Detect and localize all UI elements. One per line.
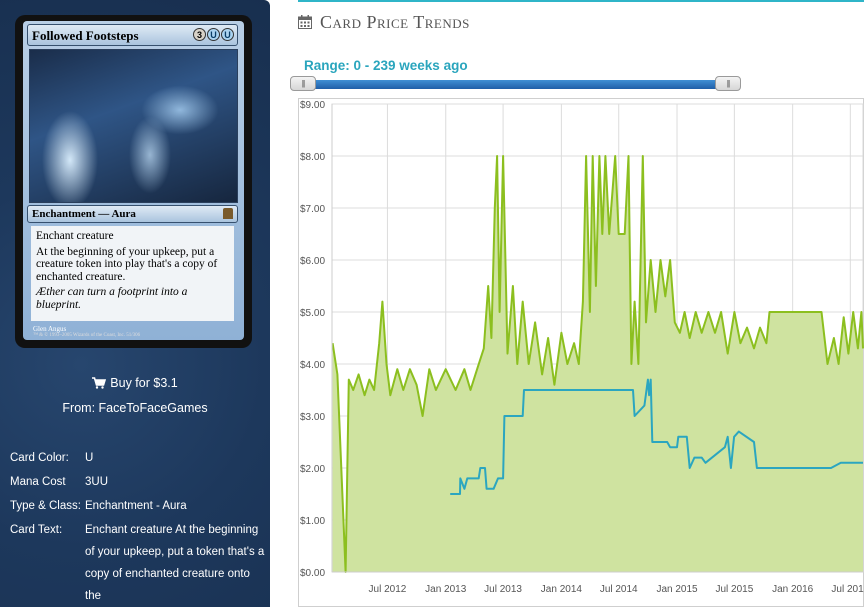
price-chart: $0.00 $1.00 $2.00 $3.00 $4.00 $5.00 $6.00 $7.00…: [298, 98, 864, 607]
x-tick-label: Jan 2016: [772, 584, 814, 595]
card-rules-text: Enchant creature: [36, 230, 114, 242]
mana-symbol-blue: U: [207, 28, 220, 41]
price-chart-svg: $0.00 $1.00 $2.00 $3.00 $4.00 $5.00 $6.00 $7.00…: [300, 100, 864, 595]
top-accent-line: [298, 0, 864, 2]
attribute-row: Card Color: U: [10, 446, 265, 470]
card-flavor-text: Æther can turn a footprint into a bluepr…: [36, 286, 188, 311]
mana-symbol-blue: U: [221, 28, 234, 41]
attribute-value: U: [85, 452, 94, 464]
x-tick-label: Jul 2016: [831, 584, 864, 595]
x-tick-label: Jan 2015: [656, 584, 698, 595]
attribute-value: 3UU: [85, 476, 109, 488]
mana-symbol-generic: 3: [193, 28, 206, 41]
x-tick-label: Jul 2013: [484, 584, 522, 595]
attribute-value: Enchant creature At the beginning of you…: [85, 524, 265, 602]
card-image: Followed Footsteps 3 U U Enchantment — A…: [15, 15, 252, 348]
range-label: Range: 0 - 239 weeks ago: [304, 58, 468, 73]
y-tick-label: $4.00: [300, 360, 325, 371]
page-title: Card Price Trends: [320, 11, 470, 32]
attribute-row: Mana Cost 3UU: [10, 470, 265, 494]
buy-link[interactable]: Buy for $3.1: [0, 374, 270, 392]
y-tick-label: $0.00: [300, 568, 325, 579]
y-tick-label: $7.00: [300, 204, 325, 215]
attribute-key: Mana Cost: [10, 476, 66, 488]
y-tick-label: $3.00: [300, 412, 325, 423]
series-line-green: [331, 155, 864, 573]
x-tick-label: Jan 2014: [541, 584, 583, 595]
y-tick-label: $9.00: [300, 100, 325, 111]
attribute-key: Type & Class:: [10, 500, 81, 512]
mana-cost-symbols: 3 U U: [193, 28, 234, 41]
y-tick-label: $8.00: [300, 152, 325, 163]
card-rules-text-2: At the beginning of your upkeep, put a c…: [36, 245, 218, 283]
card-type-line: Enchantment — Aura: [32, 208, 136, 220]
card-text-box: Enchant creature At the beginning of you…: [31, 226, 234, 321]
section-header: Card Price Trends: [298, 10, 470, 34]
range-slider-track[interactable]: [296, 80, 738, 89]
card-artwork: [29, 49, 238, 203]
attribute-key: Card Color:: [10, 452, 69, 464]
y-tick-label: $6.00: [300, 256, 325, 267]
card-name: Followed Footsteps: [32, 28, 139, 43]
attribute-key: Card Text:: [10, 524, 63, 536]
range-slider-handle-max[interactable]: |||: [715, 76, 741, 91]
card-sidebar: Followed Footsteps 3 U U Enchantment — A…: [0, 0, 270, 607]
y-tick-label: $5.00: [300, 308, 325, 319]
y-tick-label: $2.00: [300, 464, 325, 475]
card-copyright: ™ & © 1993–2005 Wizards of the Coast, In…: [33, 333, 141, 338]
buy-section: Buy for $3.1 From: FaceToFaceGames: [0, 374, 270, 415]
y-tick-label: $1.00: [300, 516, 325, 527]
calendar-icon: [298, 15, 312, 29]
series-line-blue: [450, 378, 863, 495]
card-artist: Glen Angus: [33, 325, 67, 333]
buy-price-label[interactable]: Buy for $3.1: [110, 376, 178, 390]
x-tick-label: Jul 2015: [715, 584, 753, 595]
attribute-value: Enchantment - Aura: [85, 500, 187, 512]
x-tick-label: Jul 2012: [369, 584, 407, 595]
range-slider-handle-min[interactable]: |||: [290, 76, 316, 91]
x-tick-label: Jul 2014: [600, 584, 638, 595]
attribute-row: Card Text: Enchant creature At the begin…: [10, 518, 265, 607]
cart-icon: [92, 377, 107, 389]
buy-store: From: FaceToFaceGames: [62, 401, 208, 415]
card-attributes: Card Color: U Mana Cost 3UU Type & Class…: [10, 446, 265, 607]
attribute-row: Type & Class: Enchantment - Aura: [10, 494, 265, 518]
set-symbol-icon: [223, 208, 233, 219]
x-tick-label: Jan 2013: [425, 584, 467, 595]
